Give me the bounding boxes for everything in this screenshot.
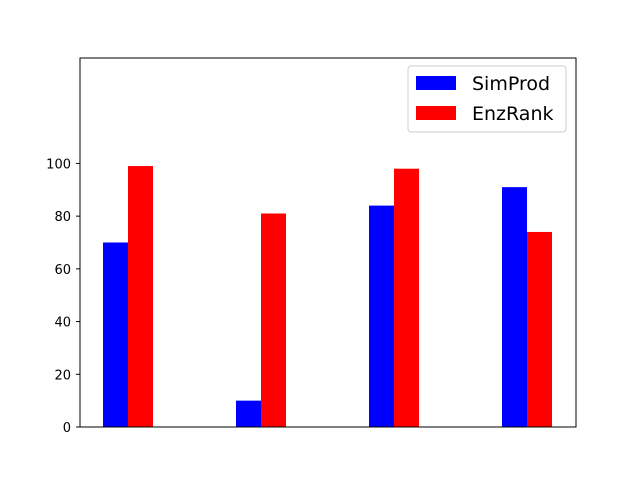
bar-enzrank-2 bbox=[261, 213, 286, 427]
y-tick-label: 0 bbox=[63, 421, 71, 436]
y-axis-ticks: 0 20 40 60 80 100 bbox=[46, 157, 80, 436]
legend-swatch-simprod bbox=[416, 76, 456, 90]
bar-enzrank-4 bbox=[527, 231, 552, 427]
legend-label-simprod: SimProd bbox=[472, 73, 550, 95]
y-tick-label: 100 bbox=[46, 157, 71, 172]
bar-enzrank-3 bbox=[394, 168, 419, 427]
bar-enzrank-1 bbox=[128, 166, 153, 428]
bar-simprod-3 bbox=[369, 205, 394, 427]
legend-swatch-enzrank bbox=[416, 106, 456, 120]
y-tick-label: 60 bbox=[54, 263, 71, 278]
y-tick-label: 20 bbox=[54, 368, 71, 383]
y-tick-label: 80 bbox=[54, 210, 71, 225]
y-tick-label: 40 bbox=[54, 316, 71, 331]
plot-frame bbox=[79, 57, 577, 428]
bars-group bbox=[103, 166, 552, 428]
legend-label-enzrank: EnzRank bbox=[472, 103, 554, 125]
bar-simprod-1 bbox=[103, 242, 128, 427]
bar-simprod-4 bbox=[502, 187, 527, 427]
legend: SimProd EnzRank bbox=[407, 65, 567, 133]
bar-simprod-2 bbox=[236, 400, 261, 427]
